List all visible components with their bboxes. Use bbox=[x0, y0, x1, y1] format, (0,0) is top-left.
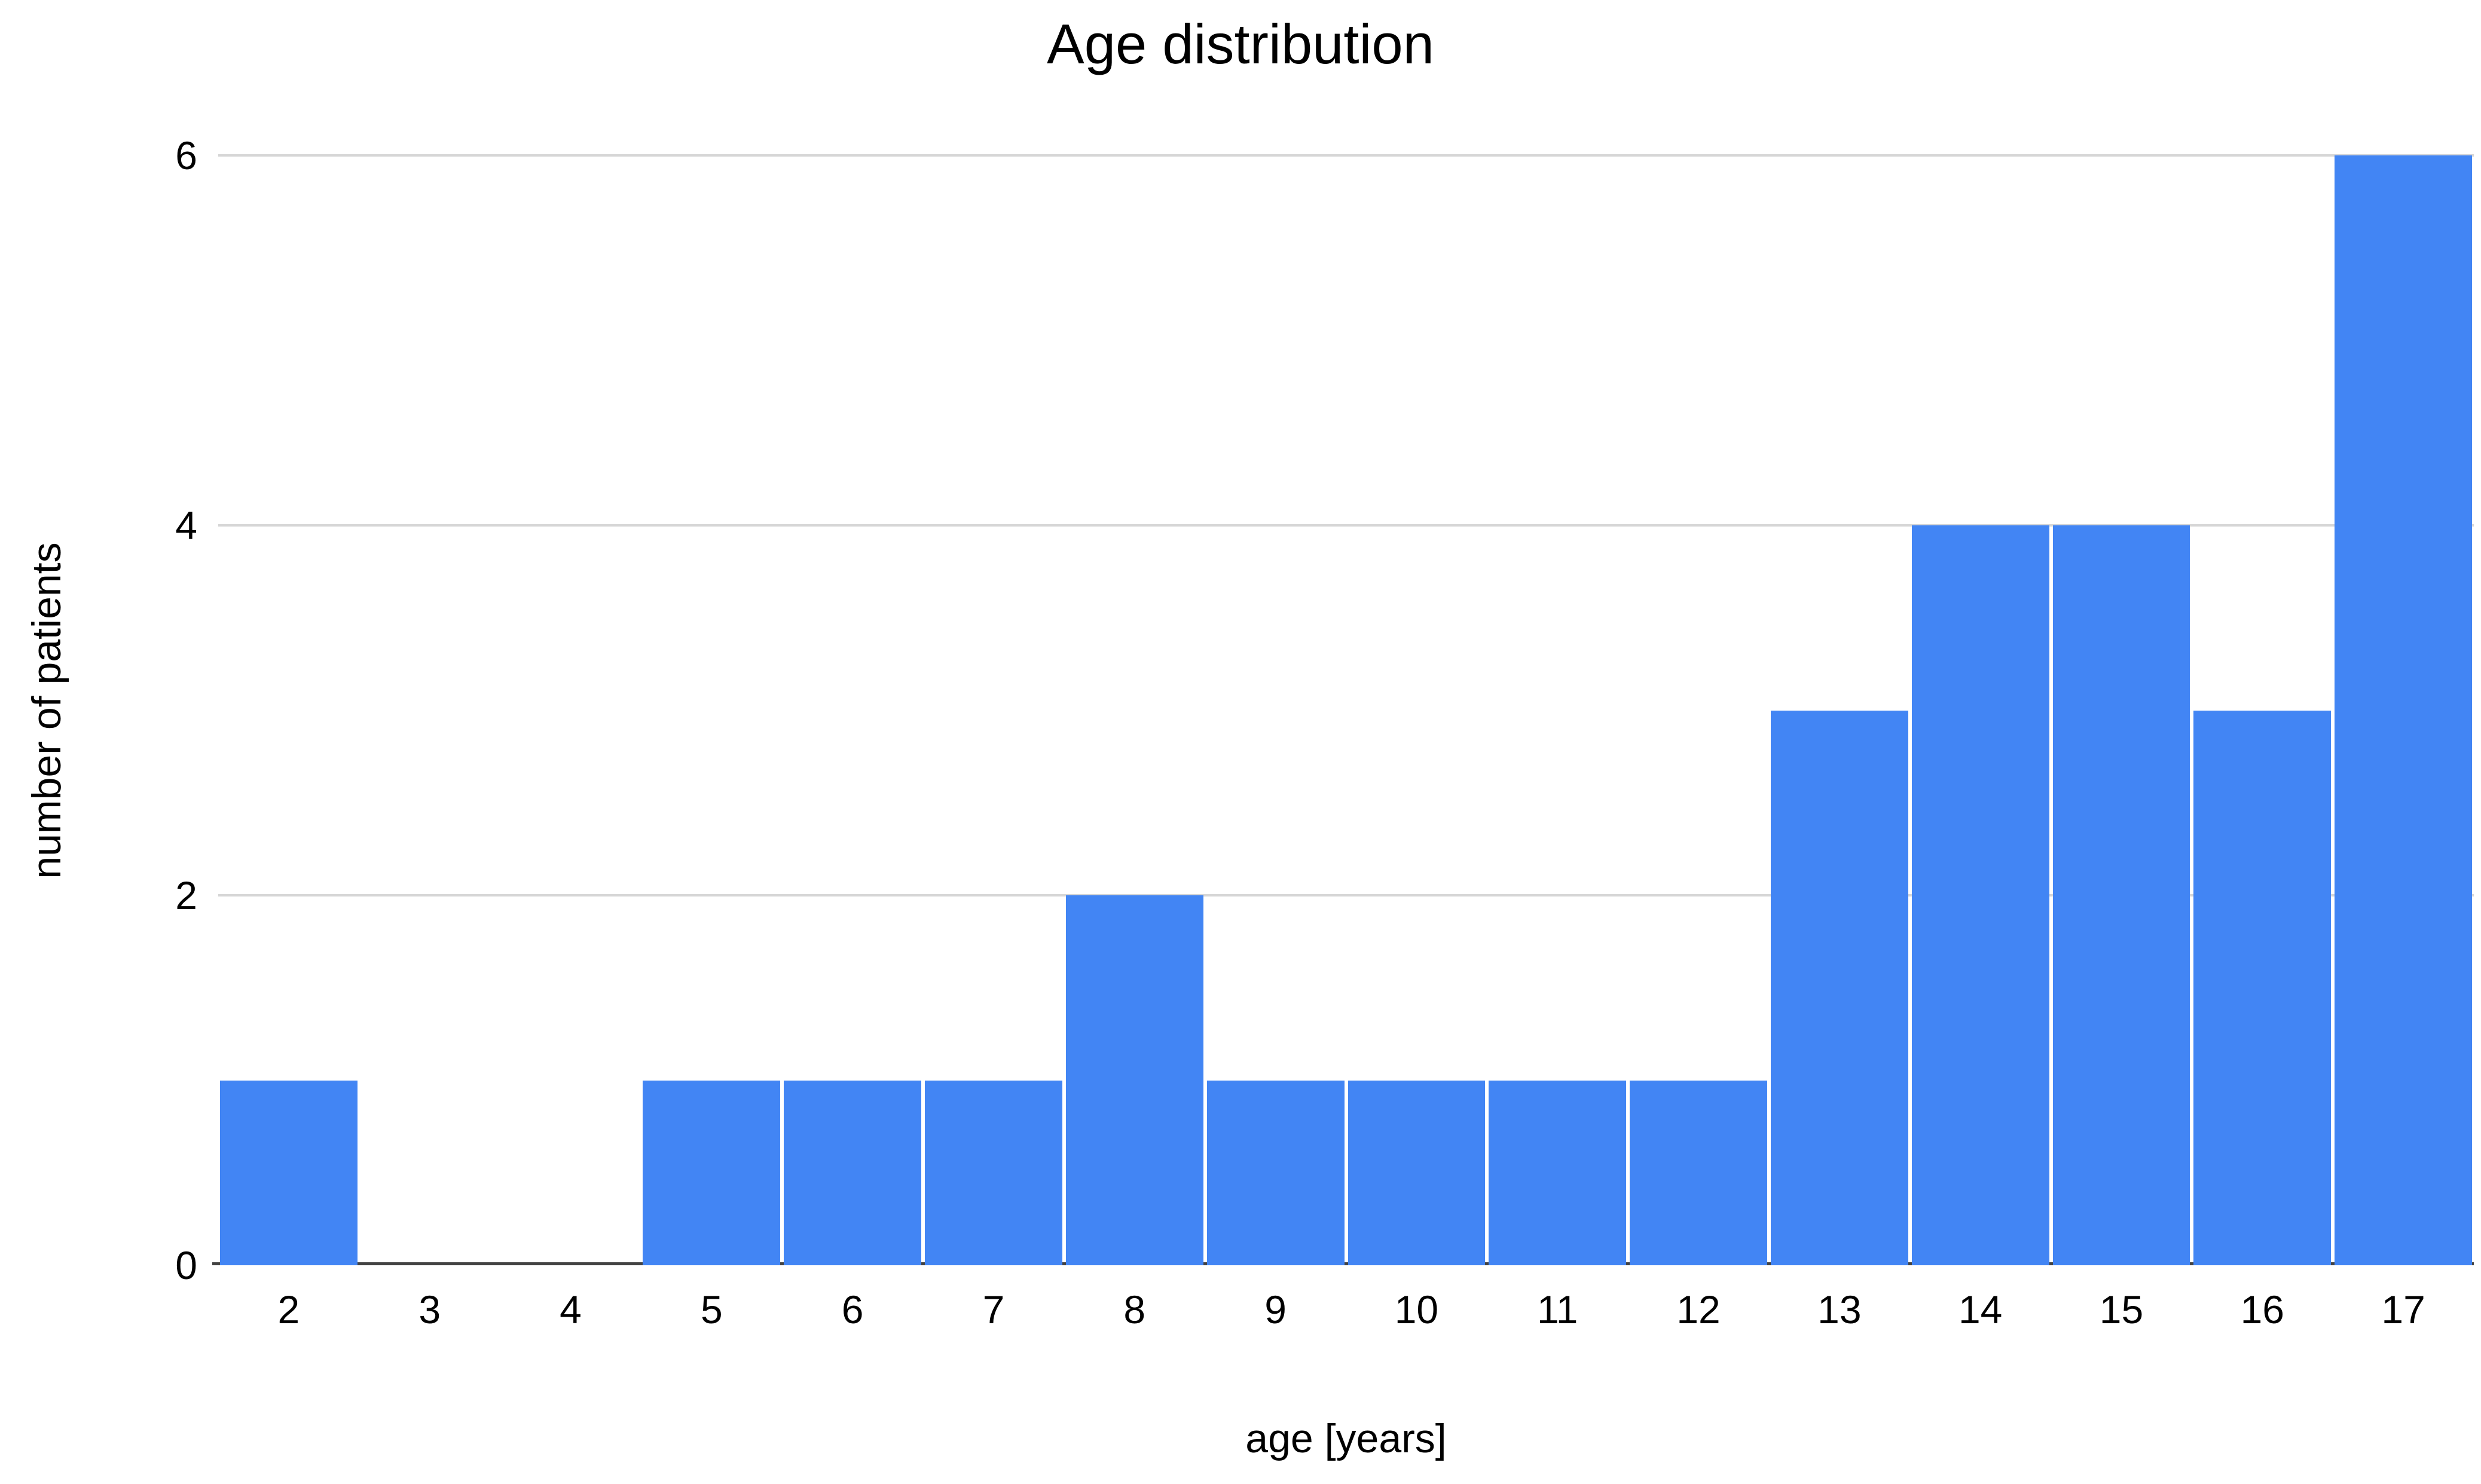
x-tick-label-13: 13 bbox=[1817, 1287, 1862, 1332]
bar-5 bbox=[643, 1080, 781, 1265]
bar-6 bbox=[784, 1080, 922, 1265]
chart-title: Age distribution bbox=[1047, 13, 1434, 75]
bar-16 bbox=[2193, 710, 2332, 1265]
x-tick-label-11: 11 bbox=[1536, 1287, 1578, 1332]
x-tick-label-4: 4 bbox=[560, 1287, 582, 1332]
y-axis-title: number of patients bbox=[24, 542, 69, 879]
bar-17 bbox=[2335, 155, 2472, 1265]
x-tick-label-15: 15 bbox=[2099, 1287, 2144, 1332]
bar-15 bbox=[2052, 525, 2190, 1265]
x-tick-label-14: 14 bbox=[1958, 1287, 2003, 1332]
bar-8 bbox=[1065, 895, 1203, 1265]
bar-11 bbox=[1489, 1080, 1627, 1265]
x-tick-label-9: 9 bbox=[1264, 1287, 1287, 1332]
bar-9 bbox=[1206, 1080, 1345, 1265]
x-tick-label-2: 2 bbox=[277, 1287, 300, 1332]
bar-12 bbox=[1630, 1080, 1767, 1265]
x-tick-label-7: 7 bbox=[982, 1287, 1005, 1332]
x-tick-label-16: 16 bbox=[2240, 1287, 2284, 1332]
y-tick-label-4: 4 bbox=[175, 503, 197, 547]
bar-7 bbox=[925, 1080, 1062, 1265]
x-tick-label-17: 17 bbox=[2381, 1287, 2425, 1332]
gridline-4 bbox=[218, 524, 2474, 527]
gridline-2 bbox=[218, 894, 2474, 896]
x-tick-label-10: 10 bbox=[1394, 1287, 1439, 1332]
x-tick-label-6: 6 bbox=[841, 1287, 864, 1332]
y-tick-label-0: 0 bbox=[175, 1243, 197, 1287]
x-tick-label-8: 8 bbox=[1123, 1287, 1146, 1332]
y-tick-label-2: 2 bbox=[175, 873, 197, 917]
y-tick-label-6: 6 bbox=[175, 133, 197, 178]
bar-14 bbox=[1911, 525, 2049, 1265]
x-tick-label-12: 12 bbox=[1676, 1287, 1721, 1332]
plot-area bbox=[212, 154, 2474, 1265]
x-tick-label-3: 3 bbox=[418, 1287, 441, 1332]
x-axis-title: age [years] bbox=[1245, 1416, 1447, 1461]
bar-10 bbox=[1348, 1080, 1486, 1265]
gridline-6 bbox=[218, 154, 2474, 157]
bar-2 bbox=[220, 1080, 358, 1265]
x-tick-label-5: 5 bbox=[700, 1287, 723, 1332]
bar-13 bbox=[1770, 710, 1908, 1265]
